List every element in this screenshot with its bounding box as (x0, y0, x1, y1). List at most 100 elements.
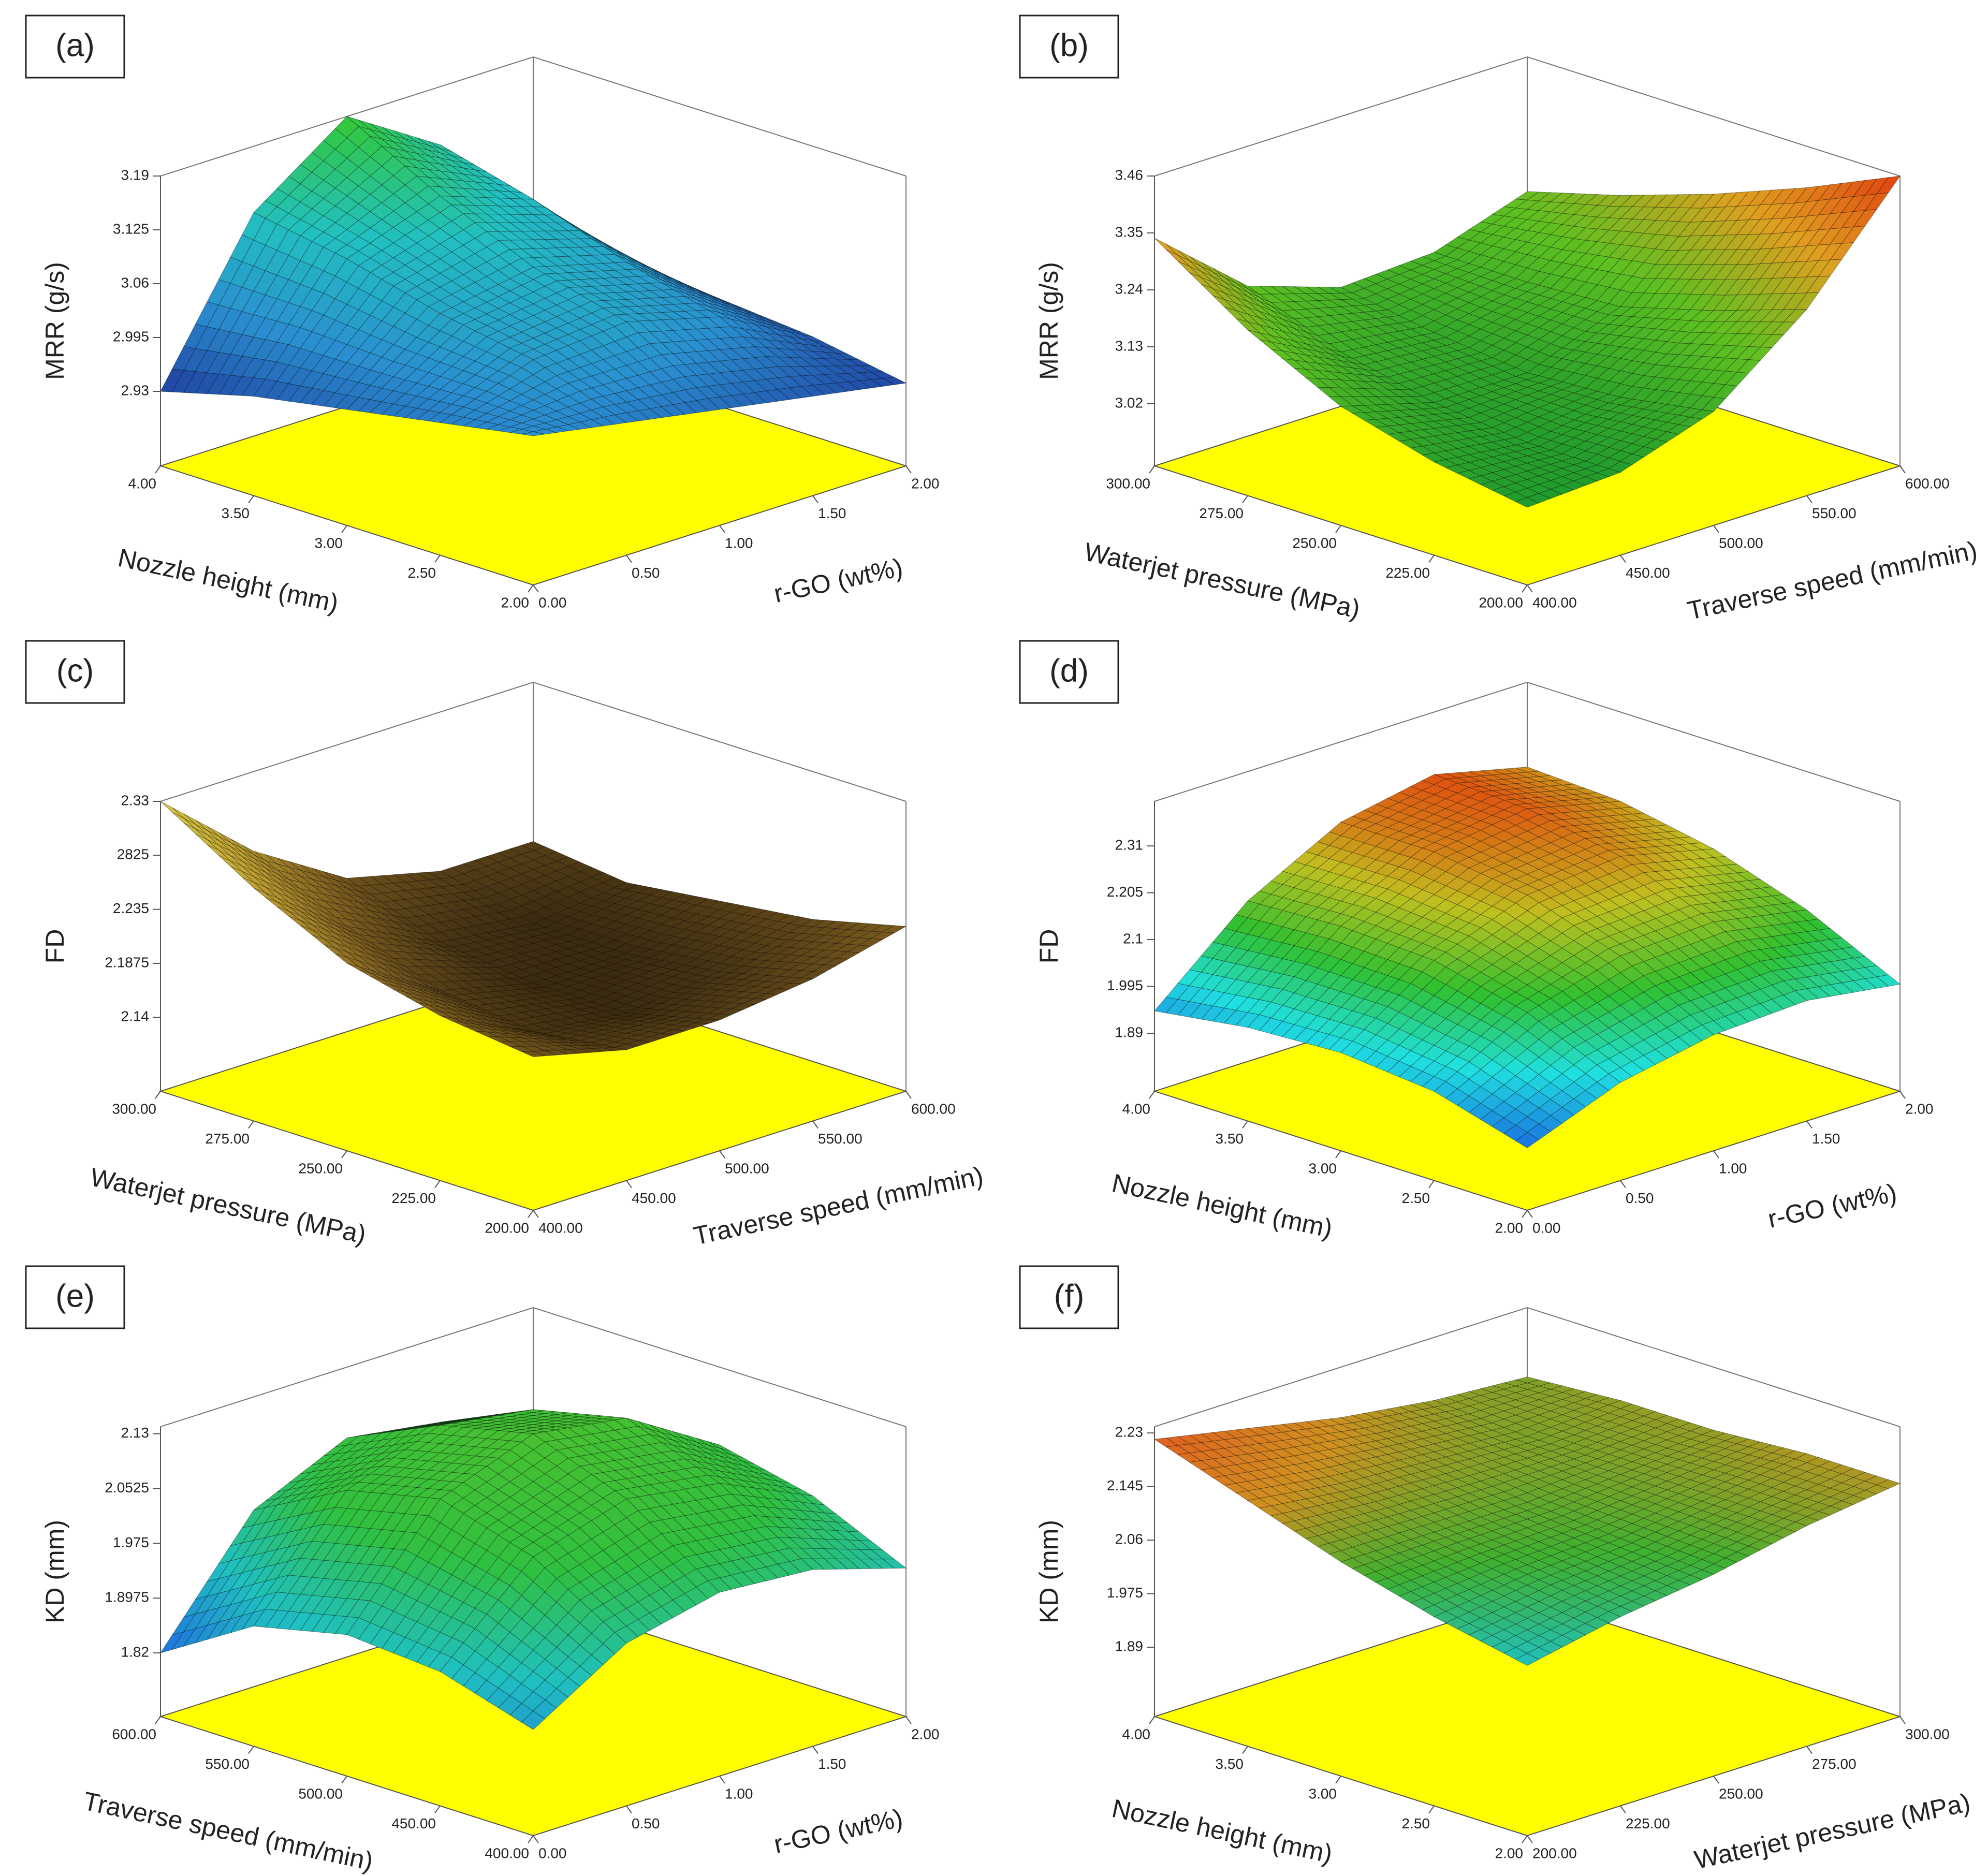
z-tick-label: 3.02 (1115, 394, 1144, 411)
surface-cell (497, 222, 523, 232)
z-tick-label: 2825 (117, 846, 149, 862)
surface-cell (812, 384, 837, 395)
surface-cell (532, 422, 558, 430)
surface-cell (742, 336, 767, 348)
surface-cell (590, 300, 616, 309)
surface-cell (1526, 316, 1552, 328)
surface-cell (532, 248, 558, 258)
surface-cell (428, 412, 452, 423)
surface-cell (556, 358, 581, 372)
panel-label: (b) (1049, 27, 1089, 63)
z-tick-label: 2.93 (121, 382, 150, 398)
surface-cell (416, 203, 441, 221)
surface-cell (637, 372, 662, 386)
surface-cell (591, 236, 615, 250)
surface-cell (649, 354, 674, 369)
surface-cell (486, 395, 511, 407)
surface-cell (218, 375, 243, 395)
surface-cell (288, 306, 313, 328)
surface-cell (346, 236, 371, 252)
surface-cell (1492, 362, 1516, 372)
surface-cell (416, 251, 441, 266)
z-tick-label: 3.125 (113, 221, 149, 237)
surface-cell (591, 359, 616, 373)
surface-cell (1643, 220, 1668, 235)
surface-cell (649, 267, 674, 279)
surface-cell (638, 262, 662, 275)
surface-cell (544, 363, 569, 376)
x-tick-label: 200.00 (485, 1220, 529, 1236)
surface-cell (207, 304, 231, 330)
surface-cell (1876, 175, 1901, 195)
surface-cell (498, 362, 522, 376)
surface-cell (626, 347, 650, 362)
surface-cell (672, 311, 697, 319)
surface-cell (626, 259, 650, 272)
surface-cell (1433, 244, 1458, 257)
surface-cell (591, 331, 616, 346)
surface-cell (1352, 355, 1377, 365)
panel: 3.023.133.243.353.46200.00225.00250.0027… (1019, 14, 1980, 625)
surface-cell (545, 207, 568, 223)
panel-label-box (25, 14, 125, 79)
z-tick-label: 3.06 (121, 274, 150, 290)
panel-label: (a) (55, 27, 95, 63)
x-tick (1522, 584, 1528, 593)
surface-cell (544, 411, 569, 420)
y-tick-label: 450.00 (1626, 565, 1670, 581)
surface-cell (567, 264, 593, 273)
surface-cell (590, 270, 616, 279)
surface-cell (1538, 356, 1563, 368)
surface-cell (486, 424, 511, 431)
z-tick-label: 3.19 (121, 167, 150, 183)
surface-cell (1631, 207, 1656, 220)
z-tick-label: 3.24 (1115, 281, 1144, 297)
y-tick (626, 1180, 632, 1189)
surface-cell (474, 413, 499, 422)
surface-cell (1503, 278, 1528, 289)
surface-cell (1678, 309, 1703, 321)
surface-cell (1666, 294, 1691, 310)
surface-cell (451, 417, 476, 427)
surface-cell (428, 330, 452, 347)
surface-cell (882, 377, 907, 385)
surface-cell (1689, 207, 1715, 223)
z-tick-label: 1.995 (1107, 977, 1143, 993)
surface-cell (567, 246, 593, 256)
surface-cell (218, 354, 243, 376)
y-tick-label: 1.00 (725, 535, 753, 551)
surface-cell (544, 419, 569, 428)
surface-cell (567, 354, 592, 368)
surface-cell (241, 377, 266, 397)
surface-cell (520, 418, 546, 427)
surface-cell (1631, 292, 1656, 308)
surface-cell (556, 280, 581, 288)
surface-cell (1678, 208, 1703, 223)
surface-cell (707, 327, 732, 339)
surface-cell (1655, 207, 1679, 222)
surface-cell (1386, 356, 1412, 365)
surface-cell (1620, 245, 1644, 261)
surface-cell (532, 207, 558, 215)
surface-cell (509, 382, 534, 395)
surface-cell (567, 317, 592, 330)
x-tick (1242, 1120, 1248, 1129)
x-tick (434, 554, 441, 563)
surface-cell (1748, 204, 1773, 221)
surface-cell (1328, 341, 1353, 353)
surface-cell (602, 393, 627, 405)
y-tick (1806, 495, 1812, 504)
surface-cell (695, 362, 721, 375)
surface-cell (544, 400, 569, 412)
surface-cell (392, 406, 418, 418)
surface-cell (1212, 268, 1236, 284)
x-tick-label: 2.00 (501, 594, 530, 610)
surface-cell (1759, 203, 1785, 220)
surface-cell (661, 274, 685, 286)
surface-cell (602, 414, 627, 425)
surface-cell (673, 284, 697, 295)
surface-cell (660, 289, 686, 298)
x-tick-label: 250.00 (1292, 535, 1337, 551)
surface-cell (1782, 245, 1808, 263)
surface-cell (462, 196, 488, 206)
